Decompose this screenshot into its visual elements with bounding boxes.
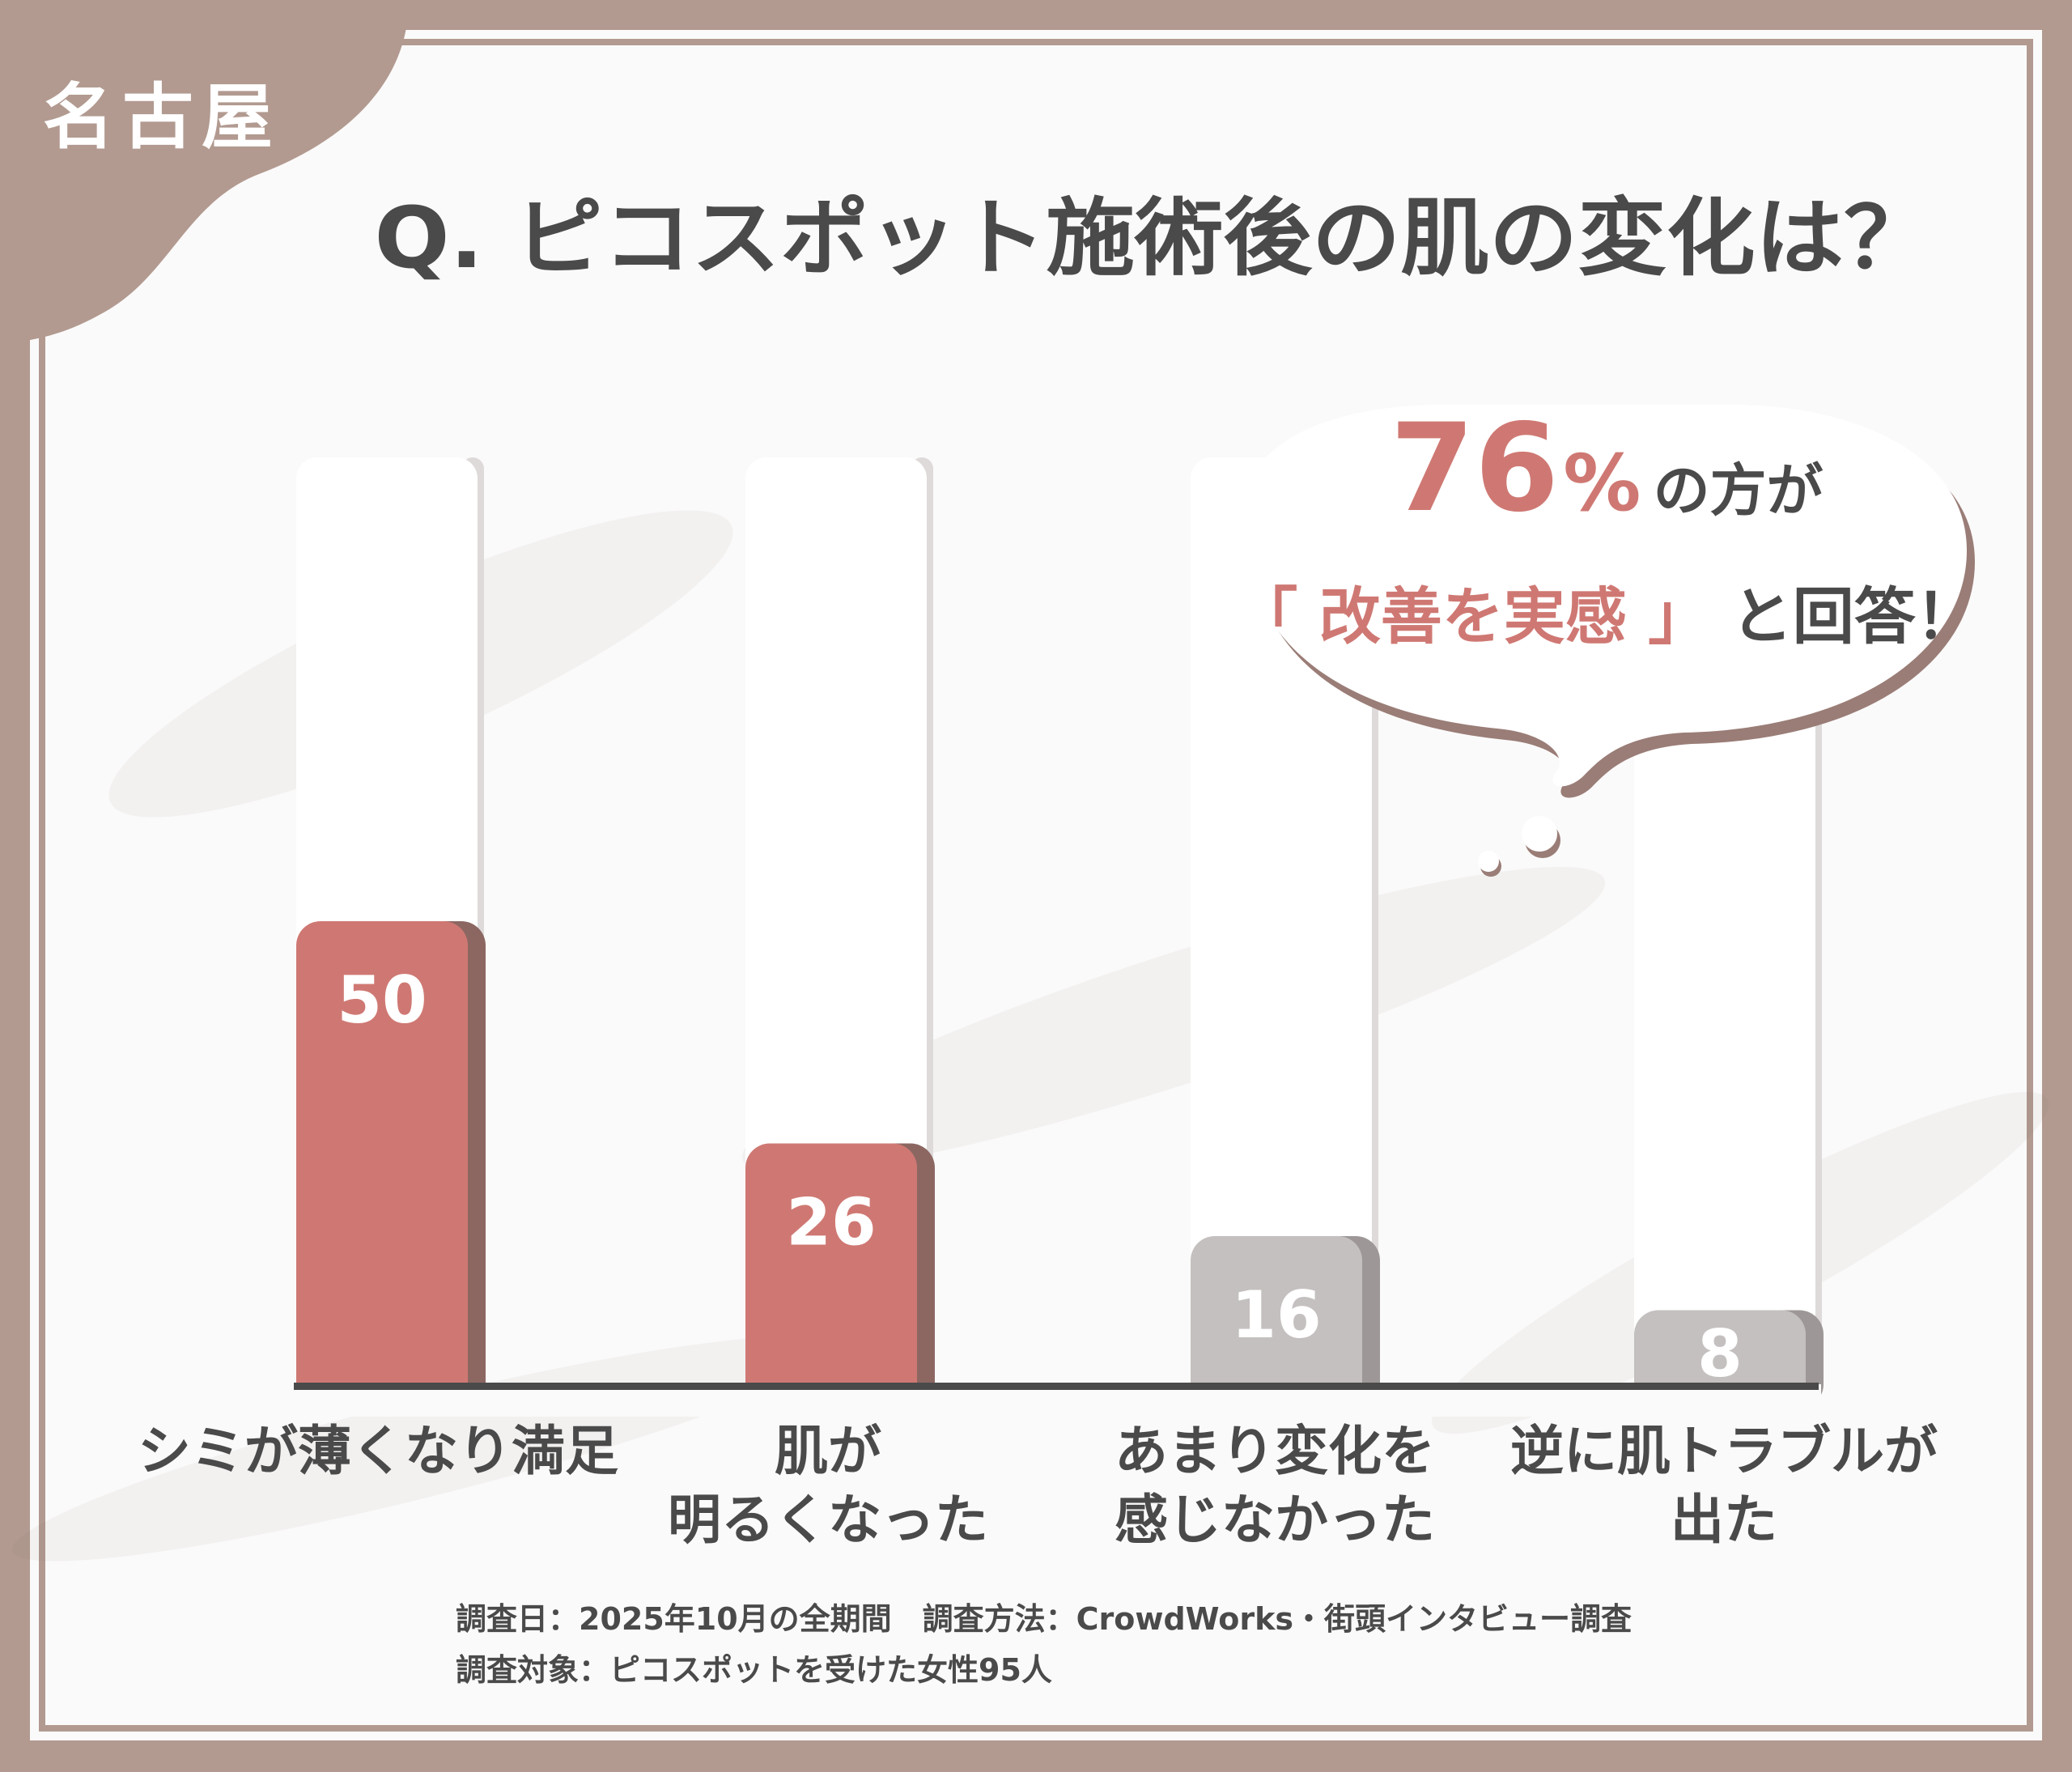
bar-value-label: 8 — [1697, 1316, 1743, 1392]
category-label-line: 肌が — [775, 1420, 881, 1482]
callout-highlight: 改善を実感 — [1319, 580, 1627, 652]
x-axis-line — [294, 1383, 1819, 1390]
callout-percent-sign: % — [1563, 438, 1641, 529]
survey-footer-line1: 調査日：2025年10月の全期間 調査方法：CrowdWorks・街頭インタビュ… — [456, 1601, 1632, 1637]
survey-footer-line2: 調査対象：ピコスポットを受けた女性95人 — [456, 1652, 1052, 1688]
inner-border — [39, 39, 2033, 1732]
callout-dot-large — [1522, 816, 1557, 852]
bar-value-label: 16 — [1231, 1277, 1321, 1353]
bar-track — [1191, 457, 1372, 1384]
callout-line2: 「 改善を実感 」 と回答！ — [1236, 580, 1976, 652]
callout-line2-suffix: と回答！ — [1731, 580, 1977, 652]
callout-open-bracket: 「 — [1236, 580, 1297, 652]
corner-tag-shape — [0, 0, 409, 344]
question-title: Q. ピコスポット施術後の肌の変化は？ — [375, 189, 1933, 287]
bar — [296, 921, 468, 1409]
category-label-line: 逆に肌トラブルが — [1510, 1420, 1938, 1482]
category-label-line: あまり変化を — [1115, 1420, 1435, 1482]
bar — [1191, 1235, 1362, 1409]
category-label-line: 出た — [1671, 1489, 1777, 1551]
category-label: 逆に肌トラブルが出た — [1510, 1420, 1938, 1551]
callout-line1-suffix: の方が — [1654, 457, 1824, 524]
category-label-line: 感じなかった — [1115, 1489, 1435, 1551]
bar-value-label: 50 — [337, 962, 427, 1038]
callout-close-bracket: 」 — [1648, 580, 1709, 652]
bar — [745, 1143, 917, 1409]
callout-bubble-body — [1242, 405, 1967, 787]
category-label: シミが薄くなり満足 — [138, 1420, 618, 1482]
category-label: あまり変化を感じなかった — [1115, 1420, 1435, 1551]
corner-tag-label: 名古屋 — [43, 75, 281, 159]
callout-line1: 76 % の方が — [1390, 398, 1823, 539]
category-label-line: 明るくなった — [668, 1489, 988, 1551]
category-label-line: シミが薄くなり満足 — [138, 1420, 618, 1482]
callout-dot-small — [1478, 851, 1499, 872]
callout-bubble: 76 % の方が 「 改善を実感 」 と回答！ — [1236, 398, 1977, 877]
category-label: 肌が明るくなった — [668, 1420, 988, 1551]
bar-value-label: 26 — [786, 1185, 876, 1260]
callout-percent-number: 76 — [1390, 398, 1559, 539]
